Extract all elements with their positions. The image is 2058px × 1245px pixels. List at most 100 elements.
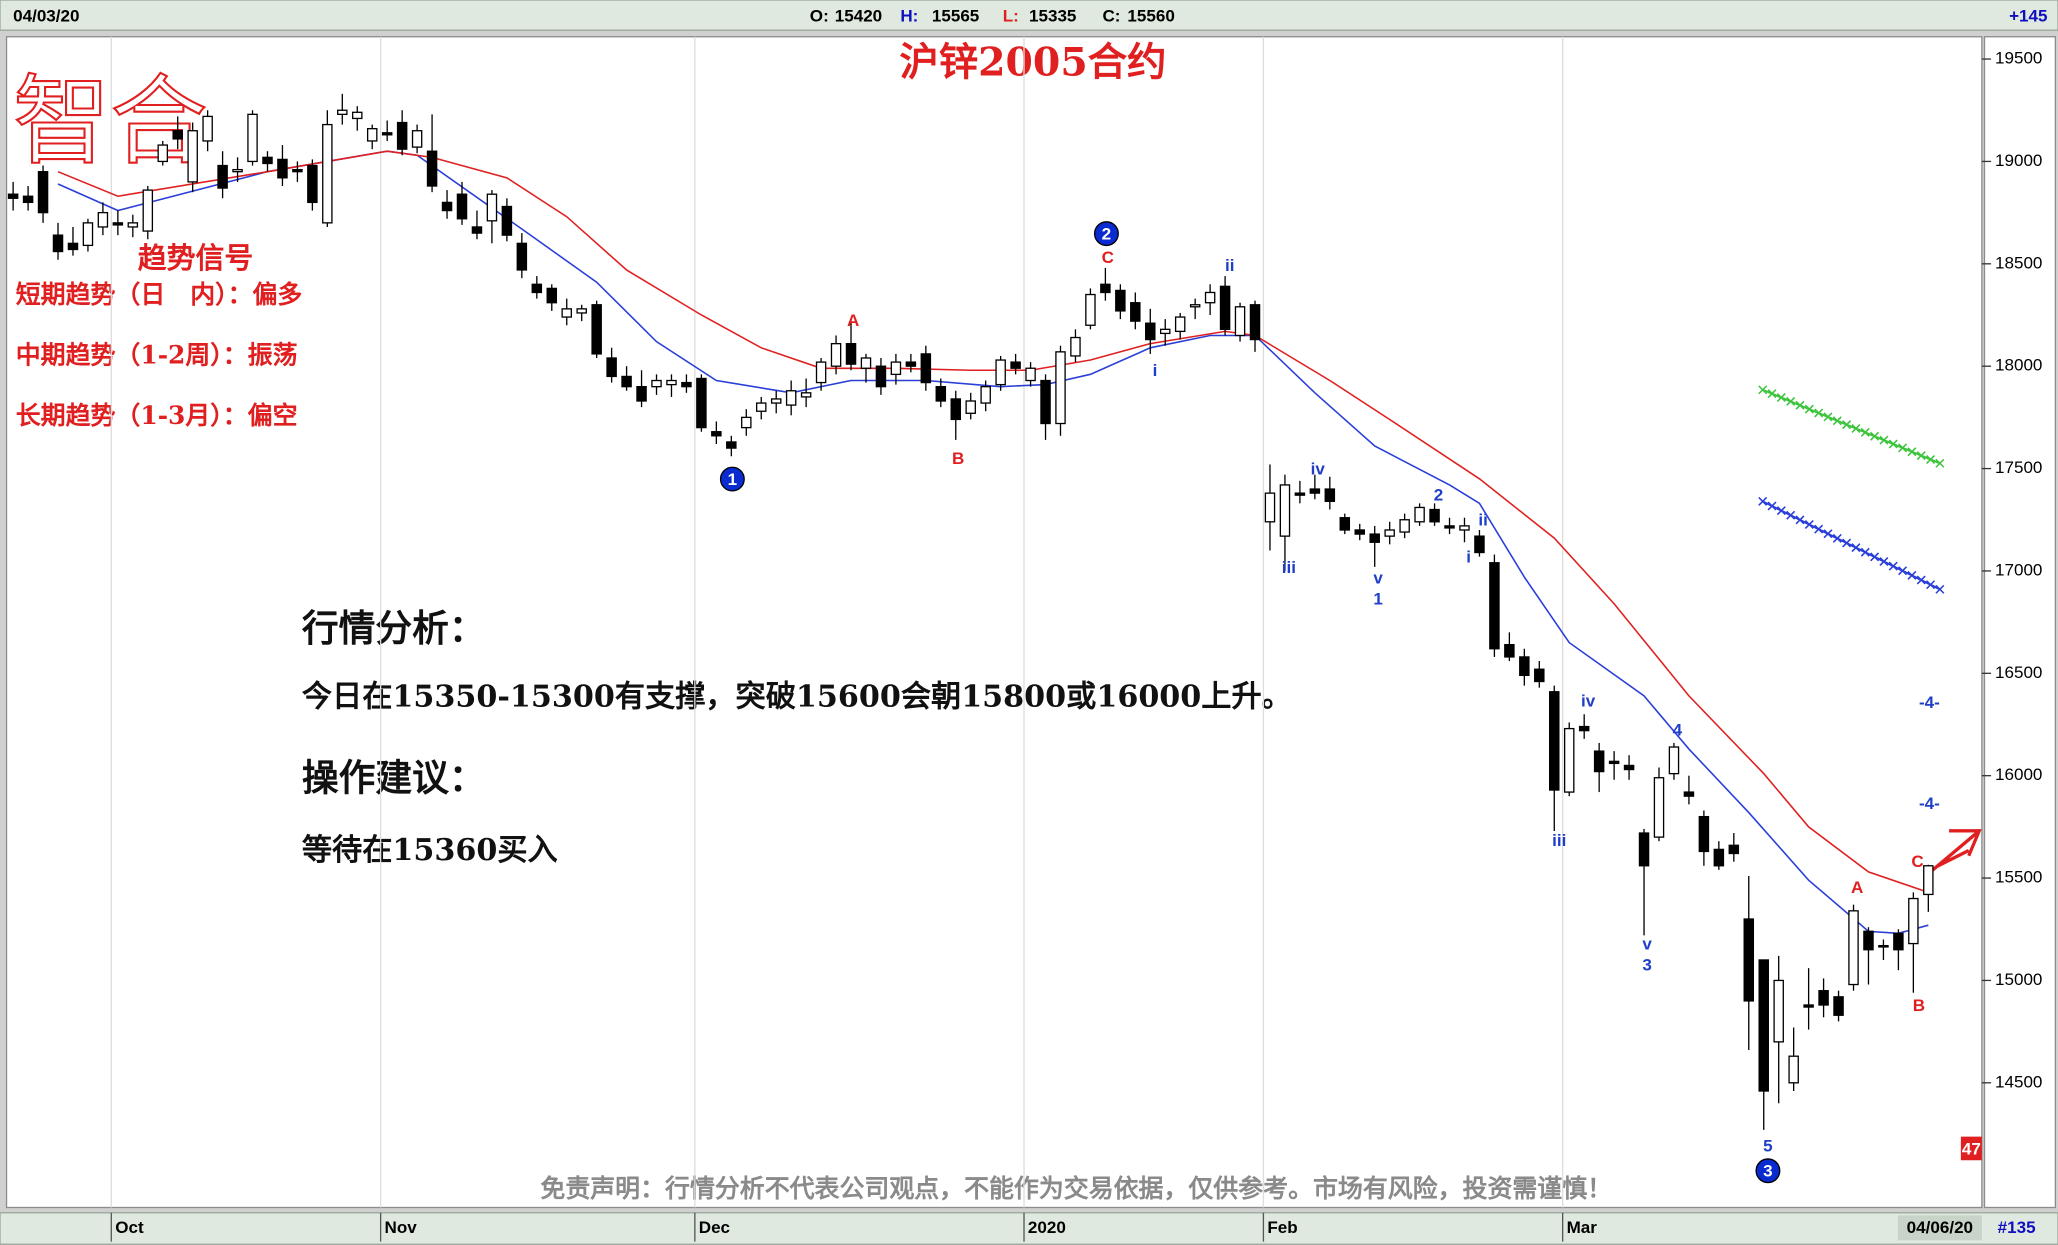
open-label: O:	[810, 7, 829, 26]
candle-body	[1369, 533, 1380, 543]
trend-marker	[1804, 404, 1814, 414]
trend-marker	[1804, 520, 1814, 530]
candle-body	[82, 222, 94, 247]
candle-body	[1668, 746, 1680, 775]
candle-body	[202, 115, 213, 142]
header-bar	[0, 0, 2058, 31]
candle-body	[7, 193, 19, 199]
candle-body	[352, 111, 363, 120]
signal-long: 长期趋势（1-3月）：偏空	[16, 401, 298, 430]
price-label: 17500	[1995, 458, 2042, 477]
candle-body	[1713, 848, 1725, 867]
trend-marker	[1888, 439, 1898, 449]
trend-marker	[1823, 529, 1833, 539]
price-label: 15000	[1995, 970, 2042, 989]
candle-body	[172, 130, 183, 140]
trend-marker	[1776, 506, 1786, 516]
candle-body	[935, 386, 947, 402]
candle-body	[1354, 529, 1365, 535]
candle-body	[1908, 897, 1919, 945]
candle-body	[1294, 492, 1306, 496]
candle-body	[441, 201, 453, 212]
candle-body	[1339, 517, 1351, 531]
candle-body	[1444, 525, 1455, 529]
trend-marker	[1786, 396, 1796, 406]
wave-label: i	[1466, 547, 1471, 566]
trend-marker	[1898, 443, 1908, 453]
candle-body	[1833, 996, 1844, 1016]
price-label: 14500	[1995, 1072, 2042, 1091]
high-value: 15565	[932, 7, 979, 26]
badge-bg	[1960, 1136, 1982, 1161]
trend-marker	[1935, 584, 1945, 594]
candle-body	[1578, 725, 1590, 732]
candle-body	[247, 113, 258, 163]
wave-label: 1	[1373, 589, 1382, 608]
candle-body	[67, 242, 79, 251]
wave-label: 5	[1763, 1137, 1772, 1156]
candle-body	[561, 308, 572, 318]
candle-body	[232, 168, 243, 173]
candle-body	[756, 402, 767, 412]
candle-body	[1773, 979, 1784, 1043]
signal-short: 短期趋势（日 内）：偏多	[16, 280, 303, 309]
candle-body	[1519, 656, 1530, 677]
candle-body	[875, 365, 887, 388]
trend-marker	[1907, 447, 1917, 457]
candle-body	[890, 361, 902, 376]
candle-body	[1878, 944, 1889, 948]
candle-body	[726, 441, 737, 449]
candle-body	[1459, 525, 1470, 531]
candle-body	[815, 361, 827, 384]
candle-body	[1653, 777, 1665, 838]
candle-body	[1429, 508, 1440, 523]
trend-marker	[1926, 580, 1936, 590]
candle-body	[1309, 488, 1321, 494]
candle-body	[531, 283, 543, 294]
time-axis-bar	[0, 1212, 2058, 1245]
candle-body	[741, 416, 752, 429]
candle-body	[1085, 293, 1096, 326]
low-label: L:	[1003, 7, 1019, 26]
wave-label: 3	[1642, 956, 1651, 975]
candle-body	[1399, 519, 1410, 533]
candle-body	[980, 386, 991, 404]
candle-body	[621, 375, 632, 388]
high-label: H:	[900, 7, 918, 26]
month-label: Dec	[699, 1218, 730, 1237]
trend-marker	[1870, 431, 1880, 441]
trend-marker	[1870, 552, 1880, 562]
candle-body	[516, 242, 528, 271]
wave-label: v	[1373, 568, 1383, 587]
candle-body	[1264, 492, 1276, 523]
candle-body	[307, 164, 318, 204]
trend-marker	[1758, 496, 1768, 506]
candle-body	[770, 398, 782, 404]
advice-title: 操作建议：	[302, 755, 486, 799]
trend-marker	[1767, 389, 1777, 399]
candle-body	[1623, 764, 1635, 771]
candle-body	[800, 392, 812, 398]
wave-label: 4	[1673, 721, 1683, 740]
candle-body	[1474, 535, 1485, 554]
candle-body	[1100, 283, 1111, 294]
candle-body	[860, 357, 872, 369]
month-label: Nov	[385, 1218, 418, 1237]
candle-body	[905, 361, 917, 367]
end-date-bg	[1897, 1215, 1982, 1241]
candle-body	[651, 379, 662, 388]
candle-body	[142, 189, 154, 232]
candle-body	[1025, 367, 1036, 382]
candle-body	[1414, 506, 1425, 523]
candle-body	[636, 386, 647, 402]
trend-marker	[1842, 420, 1852, 430]
candle-body	[1130, 302, 1141, 322]
candle-body	[1159, 328, 1171, 335]
trend-marker	[1823, 412, 1833, 422]
wave-label: ii	[1478, 511, 1487, 530]
wave-label: C	[1102, 248, 1114, 267]
wave-circle	[719, 466, 745, 492]
candle-body	[1189, 304, 1201, 308]
candle-body	[576, 308, 587, 314]
month-label: 2020	[1028, 1218, 1066, 1237]
